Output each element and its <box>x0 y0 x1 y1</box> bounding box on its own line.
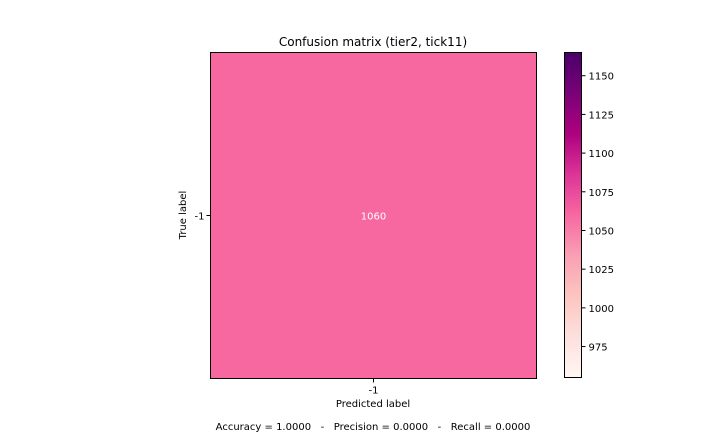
y-axis-label: True label <box>178 191 189 241</box>
colorbar-tick-label: 1150 <box>589 72 614 83</box>
x-axis-label: Predicted label <box>336 399 410 410</box>
colorbar-tick-label: 1000 <box>589 304 614 315</box>
chart-title: Confusion matrix (tier2, tick11) <box>279 35 467 49</box>
heatmap: 1060 <box>210 52 537 379</box>
x-tick-label: -1 <box>369 386 379 397</box>
colorbar: 975 1000 1025 1050 1075 1100 1125 1150 <box>564 52 614 378</box>
y-axis: -1 <box>195 212 211 223</box>
colorbar-gradient <box>564 52 582 378</box>
y-tick-label: -1 <box>195 212 205 223</box>
colorbar-tick-label: 1025 <box>589 265 614 276</box>
colorbar-tick-label: 1100 <box>589 149 614 160</box>
colorbar-tick-label: 1075 <box>589 188 614 199</box>
colorbar-tick-label: 975 <box>589 343 608 354</box>
colorbar-tick-label: 1050 <box>589 226 614 237</box>
metrics-text: Accuracy = 1.0000 - Precision = 0.0000 -… <box>216 422 531 432</box>
x-axis: -1 <box>369 378 379 397</box>
colorbar-tick-label: 1125 <box>589 110 614 121</box>
cell-value-label: 1060 <box>361 212 386 223</box>
colorbar-ticks: 975 1000 1025 1050 1075 1100 1125 1150 <box>581 72 614 354</box>
heatmap-cell <box>210 52 537 379</box>
